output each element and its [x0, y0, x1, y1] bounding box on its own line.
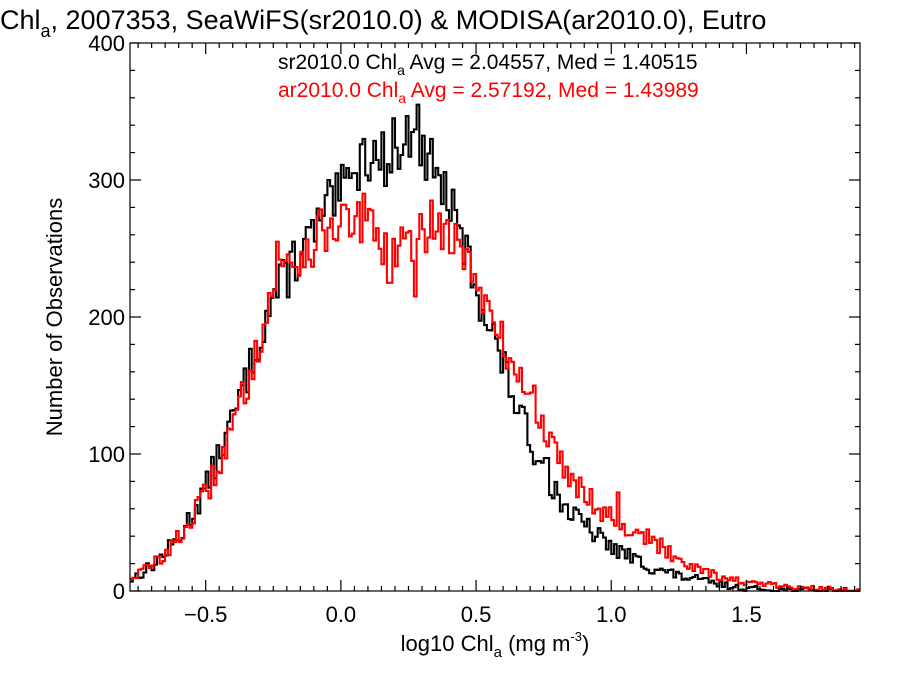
legend: sr2010.0 Chla Avg = 2.04557, Med = 1.405…: [278, 51, 699, 106]
chart-title: Chla, 2007353, SeaWiFS(sr2010.0) & MODIS…: [0, 5, 766, 41]
plot-series-group: [130, 103, 860, 593]
legend-entry-ar2010: ar2010.0 Chla Avg = 2.57192, Med = 1.439…: [278, 79, 699, 106]
y-tick-label: 300: [88, 168, 125, 193]
legend-entry-sr2010: sr2010.0 Chla Avg = 2.04557, Med = 1.405…: [278, 51, 698, 78]
y-tick-label: 200: [88, 305, 125, 330]
histogram-series-black: [130, 103, 860, 593]
y-tick-label: 100: [88, 442, 125, 467]
x-tick-label: −0.5: [184, 602, 227, 627]
x-tick-label: 1.0: [596, 602, 627, 627]
y-tick-label: 400: [88, 31, 125, 56]
y-axis-label: Number of Observations: [42, 198, 67, 436]
x-tick-label: 1.5: [731, 602, 762, 627]
y-tick-label: 0: [113, 579, 125, 604]
axis-ticks: −0.5 0.0 0.5 1.0 1.5 0 100 200 300 400: [88, 31, 860, 627]
x-axis-label: log10 Chla (mg m-3): [401, 629, 590, 661]
plot-frame: [129, 42, 861, 592]
x-tick-label: 0.5: [461, 602, 492, 627]
histogram-series-red: [130, 192, 860, 593]
x-tick-label: 0.0: [326, 602, 357, 627]
